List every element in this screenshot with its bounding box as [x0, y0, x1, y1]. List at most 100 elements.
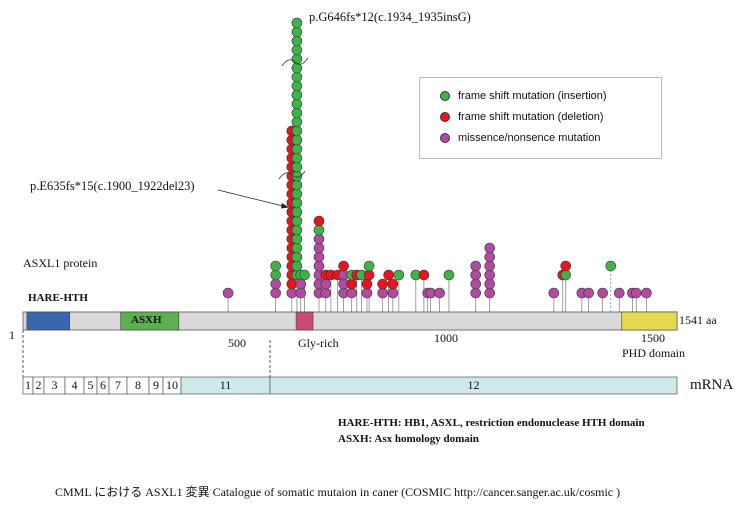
mutation-dot-r	[313, 215, 325, 227]
legend: frame shift mutation (insertion) frame s…	[419, 77, 662, 159]
mutation-dot-g	[270, 260, 281, 272]
mutation-dot-m	[484, 287, 496, 299]
mutation-dot-g	[291, 251, 303, 263]
mutation-dot-g	[291, 161, 303, 173]
mutation-dot-r	[286, 278, 298, 290]
legend-insertion-label: frame shift mutation (insertion)	[458, 90, 607, 102]
mutation-dot-g	[291, 224, 303, 236]
mutation-dot-g	[313, 224, 325, 236]
mutation-dot-r	[387, 278, 399, 290]
footnote-asxh: ASXH: Asx homology domain	[338, 433, 479, 445]
mutation-dot-m	[320, 278, 332, 290]
footnote-asxh-key: ASXH:	[338, 433, 373, 445]
exon-label: 1	[25, 378, 31, 392]
exon-label: 2	[35, 378, 42, 392]
exon-label: 3	[51, 378, 58, 392]
mutation-dot-m	[222, 287, 234, 299]
mutation-dot-m	[377, 287, 389, 299]
mutation-dot-g	[605, 260, 617, 272]
red-dot-icon	[440, 112, 450, 122]
mutation-dot-m	[313, 233, 325, 245]
footnote-hare: HARE-HTH: HB1, ASXL, restriction endonuc…	[338, 417, 645, 429]
exon-label: 7	[115, 378, 121, 392]
arrowhead-icon	[281, 203, 289, 209]
mutation-dot-m	[470, 287, 482, 299]
mutation-dot-r	[363, 269, 375, 281]
mutation-dot-m	[295, 287, 307, 299]
mutation-dot-m	[313, 251, 325, 263]
mutation-dot-g	[291, 233, 303, 245]
mutation-dot-g	[291, 125, 303, 137]
exon-label: 10	[166, 378, 178, 392]
mutation-dot-g	[291, 53, 303, 65]
mutation-dot-g	[291, 35, 303, 47]
exon-label: 4	[71, 378, 78, 392]
mutation-dot-m	[613, 287, 625, 299]
mutation-dot-m	[470, 260, 482, 272]
exon-label: 11	[219, 378, 232, 392]
mutation-dot-r	[338, 260, 349, 272]
axis-break-mark	[281, 57, 309, 67]
mutation-dot-m	[313, 242, 325, 254]
mutation-dot-m	[470, 278, 482, 290]
exon-label: 5	[87, 378, 94, 392]
mutation-dot-m	[641, 287, 652, 299]
gly-rich-label: Gly-rich	[298, 336, 339, 350]
tick-500: 500	[228, 336, 246, 350]
mutation-dot-r	[383, 269, 394, 281]
footnote-asxh-desc: Asx homology domain	[374, 433, 479, 445]
mutation-dot-m	[630, 287, 642, 299]
mutation-dot-r	[418, 269, 430, 281]
green-dot-icon	[440, 91, 450, 101]
mutation-dot-m	[295, 278, 307, 290]
mutation-dot-r	[346, 278, 357, 290]
mutation-dot-m	[583, 287, 594, 299]
mutation-dot-g	[291, 26, 303, 38]
exon-label: 9	[153, 378, 159, 392]
domain-asxh	[120, 311, 180, 331]
annotation-arrow	[217, 189, 288, 208]
mutation-dot-m	[484, 260, 496, 272]
footnote-hare-key: HARE-HTH:	[338, 417, 402, 429]
mutation-dot-m	[484, 242, 496, 254]
domain-gly-rich	[295, 311, 314, 331]
mutation-dot-g	[291, 98, 303, 110]
mutation-dot-g	[291, 17, 303, 29]
mutation-dot-g	[291, 80, 303, 92]
mutation-dot-g	[291, 215, 303, 227]
mutation-dot-m	[361, 287, 373, 299]
tick-1500: 1500	[641, 331, 665, 345]
mutation-dot-g	[291, 242, 303, 254]
mutation-dot-g	[291, 206, 303, 218]
legend-deletion: frame shift mutation (deletion)	[440, 111, 604, 123]
mutation-dot-m	[425, 287, 436, 299]
legend-missense-label: missence/nonsence mutation	[458, 132, 601, 144]
mutation-dot-g	[443, 269, 455, 281]
protein-label: ASXL1 protein	[23, 256, 98, 270]
mutation-dot-m	[548, 287, 560, 299]
mutation-dot-g	[270, 269, 281, 281]
mutation-dot-g	[299, 269, 310, 281]
mutation-dot-g	[291, 143, 303, 155]
mutation-dot-g	[363, 260, 375, 272]
mutation-dot-g	[560, 269, 572, 281]
mutation-dot-m	[346, 287, 357, 299]
mutation-dot-r	[361, 278, 373, 290]
annotation-deletion: p.E635fs*15(c.1900_1922del23)	[30, 179, 195, 193]
asxh-label: ASXH	[131, 314, 162, 326]
phd-label: PHD domain	[622, 346, 685, 360]
mutation-dot-r	[377, 278, 389, 290]
caption: CMML における ASXL1 変異 Catalogue of somatic …	[55, 485, 621, 499]
mrna-label: mRNA	[690, 377, 734, 393]
mutation-dot-g	[393, 269, 405, 281]
tick-1000: 1000	[434, 331, 458, 345]
hare-hth-label: HARE-HTH	[28, 292, 88, 304]
mutation-dot-g	[291, 179, 303, 191]
mutation-dot-g	[291, 44, 303, 56]
mutation-dot-m	[434, 287, 445, 299]
mutation-dot-m	[313, 260, 325, 272]
mutation-dot-m	[484, 251, 496, 263]
footnote-hare-desc: HB1, ASXL, restriction endonuclease HTH …	[404, 417, 645, 429]
